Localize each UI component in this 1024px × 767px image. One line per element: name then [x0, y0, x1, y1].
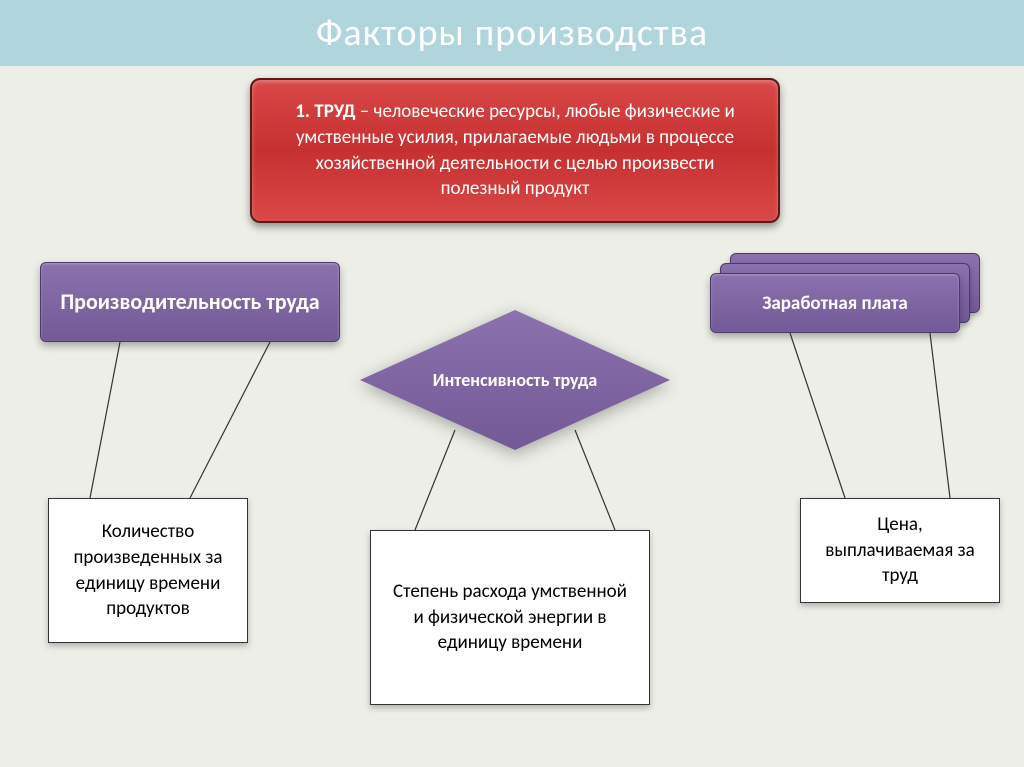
- wages-text: Заработная плата: [762, 292, 908, 315]
- intensity-diamond: Интенсивность труда: [360, 310, 670, 450]
- definition-box: 1. ТРУД – человеческие ресурсы, любые фи…: [250, 78, 780, 223]
- title-bar: Факторы производства: [0, 0, 1024, 66]
- callout-wages: Цена, выплачиваемая за труд: [800, 498, 1000, 603]
- page-title: Факторы производства: [0, 10, 1024, 56]
- intensity-text: Интенсивность труда: [433, 369, 598, 391]
- productivity-box: Производительность труда: [40, 262, 340, 342]
- callout-intensity-text: Степень расхода умственной и физической …: [389, 579, 631, 656]
- wages-card-front: Заработная плата: [710, 273, 960, 333]
- callout-intensity: Степень расхода умственной и физической …: [370, 530, 650, 705]
- definition-text: 1. ТРУД – человеческие ресурсы, любые фи…: [277, 99, 753, 202]
- definition-bold: 1. ТРУД: [295, 100, 355, 123]
- callout-productivity: Количество произведенных за единицу врем…: [48, 498, 248, 643]
- connector-wages: [760, 333, 990, 503]
- callout-wages-text: Цена, выплачиваемая за труд: [819, 512, 981, 589]
- definition-body: – человеческие ресурсы, любые физические…: [296, 100, 735, 200]
- connector-productivity: [60, 342, 290, 502]
- productivity-text: Производительность труда: [60, 288, 319, 317]
- wages-stack: Заработная плата: [710, 253, 980, 338]
- callout-productivity-text: Количество произведенных за единицу врем…: [67, 519, 229, 622]
